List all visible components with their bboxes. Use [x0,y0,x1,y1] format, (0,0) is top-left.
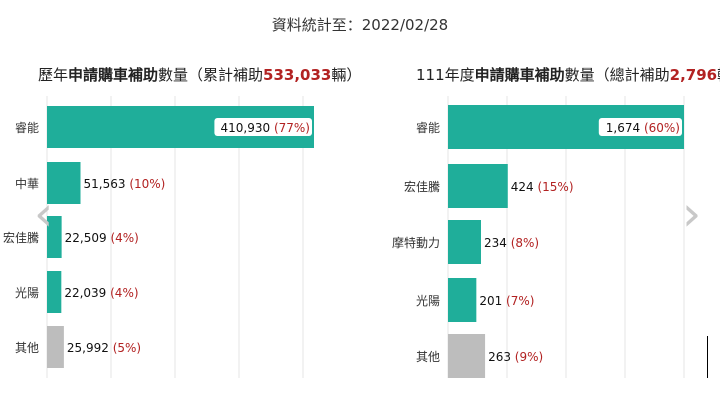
right-percent-label: (8%) [511,236,539,250]
right-category-label: 宏佳騰 [404,179,440,194]
left-category-label: 光陽 [15,286,39,300]
left-category-label: 中華 [15,176,39,191]
right-bar-2 [448,220,481,264]
chevron-left-icon[interactable]: ‹ [34,186,54,242]
left-percent-label: (10%) [129,177,165,191]
right-chart-title: 111年度申請購車補助數量（總計補助2,796輛） [416,64,720,85]
divider-line [707,336,708,378]
left-data-label: 22,039 (4%) [64,286,138,300]
left-data-label: 25,992 (5%) [67,341,141,355]
left-value-label: 410,930 [221,121,274,135]
right-value-label: 424 [511,180,538,194]
right-data-label: 263 (9%) [488,350,543,364]
right-data-label-bg [598,118,682,136]
left-value-label: 22,039 [64,286,110,300]
left-title-mid: 數量（累計補助 [158,66,264,84]
right-data-label: 201 (7%) [479,294,534,308]
right-category-label: 睿能 [416,120,440,135]
right-category-label: 光陽 [416,294,440,308]
left-category-label: 睿能 [15,120,39,135]
left-category-label: 其他 [15,341,39,355]
right-value-label: 1,674 [606,121,644,135]
right-bar-3 [448,278,477,322]
right-title-suffix: 輛） [717,66,720,84]
left-data-label: 410,930 (77%) [221,121,310,135]
right-percent-label: (15%) [537,180,573,194]
right-title-mid: 數量（總計補助 [564,66,670,84]
left-title-bold: 申請購車補助 [68,66,159,84]
right-percent-label: (60%) [644,121,680,135]
left-value-label: 51,563 [84,177,130,191]
right-percent-label: (7%) [506,294,534,308]
right-data-label: 424 (15%) [511,180,574,194]
right-bar-4 [448,334,486,378]
right-title-total: 2,796 [669,66,718,84]
left-title-total: 533,033 [263,66,332,84]
left-data-label-bg [214,118,312,136]
left-percent-label: (5%) [113,341,141,355]
left-bar-4 [47,326,64,368]
left-value-label: 25,992 [67,341,113,355]
right-title-prefix: 111年度 [416,66,475,84]
right-title-bold: 申請購車補助 [474,66,565,84]
left-bar-1 [47,162,81,204]
left-percent-label: (77%) [274,121,310,135]
right-category-label: 摩特動力 [392,235,440,250]
left-bar-2 [47,216,62,258]
left-data-label: 51,563 (10%) [84,177,166,191]
left-title-prefix: 歷年 [38,66,69,84]
right-value-label: 234 [484,236,511,250]
left-title-suffix: 輛） [331,66,362,84]
right-data-label: 234 (8%) [484,236,539,250]
left-percent-label: (4%) [110,286,138,300]
right-value-label: 201 [479,294,506,308]
chevron-right-icon[interactable]: › [682,186,702,242]
right-percent-label: (9%) [515,350,543,364]
left-value-label: 22,509 [65,231,111,245]
left-chart-title: 歷年申請購車補助數量（累計補助533,033輛） [38,64,361,85]
left-bar-3 [47,271,62,313]
left-percent-label: (4%) [110,231,138,245]
right-bar-1 [448,164,508,208]
left-data-label: 22,509 (4%) [65,231,139,245]
right-data-label: 1,674 (60%) [606,121,680,135]
data-date-label: 資料統計至：2022/02/28 [271,16,449,34]
left-category-label: 宏佳騰 [3,230,39,245]
right-category-label: 其他 [416,350,440,364]
right-value-label: 263 [488,350,515,364]
